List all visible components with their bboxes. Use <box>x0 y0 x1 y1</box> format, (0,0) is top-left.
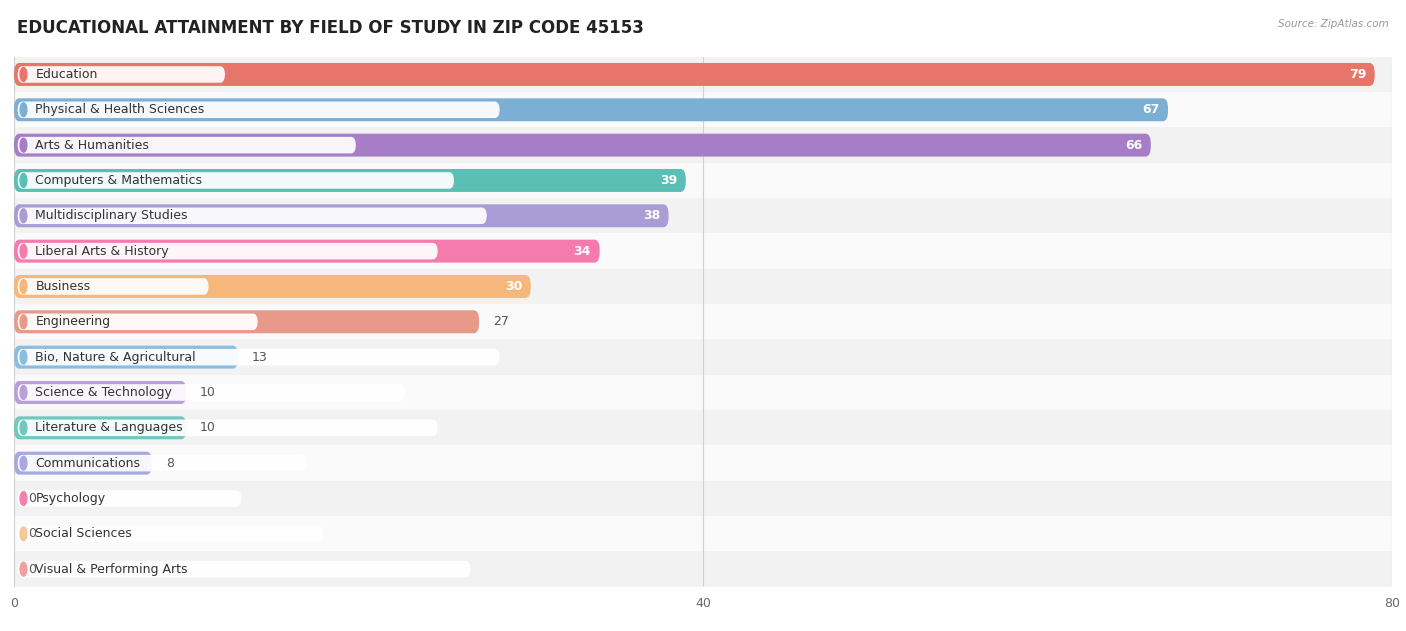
Text: 79: 79 <box>1348 68 1367 81</box>
Text: 34: 34 <box>574 245 591 257</box>
FancyBboxPatch shape <box>14 416 186 439</box>
FancyBboxPatch shape <box>14 275 531 298</box>
Text: 0: 0 <box>28 563 35 575</box>
Text: Social Sciences: Social Sciences <box>35 528 132 540</box>
Circle shape <box>20 492 27 505</box>
Bar <box>14 304 1392 339</box>
FancyBboxPatch shape <box>14 63 1375 86</box>
Text: 39: 39 <box>659 174 678 187</box>
Text: 0: 0 <box>28 528 35 540</box>
Text: 8: 8 <box>166 457 173 469</box>
Bar <box>14 516 1392 551</box>
FancyBboxPatch shape <box>14 134 1152 156</box>
Bar <box>14 127 1392 163</box>
Text: Liberal Arts & History: Liberal Arts & History <box>35 245 169 257</box>
Circle shape <box>20 350 27 364</box>
FancyBboxPatch shape <box>14 346 238 369</box>
FancyBboxPatch shape <box>17 384 405 401</box>
FancyBboxPatch shape <box>17 102 499 118</box>
Bar <box>14 375 1392 410</box>
Text: Physical & Health Sciences: Physical & Health Sciences <box>35 103 205 116</box>
Text: 67: 67 <box>1142 103 1160 116</box>
Text: Arts & Humanities: Arts & Humanities <box>35 139 149 151</box>
Text: 0: 0 <box>28 492 35 505</box>
Circle shape <box>20 209 27 223</box>
FancyBboxPatch shape <box>17 243 437 259</box>
Text: Business: Business <box>35 280 90 293</box>
Circle shape <box>20 174 27 187</box>
Circle shape <box>20 456 27 470</box>
FancyBboxPatch shape <box>17 137 356 153</box>
Text: Computers & Mathematics: Computers & Mathematics <box>35 174 202 187</box>
FancyBboxPatch shape <box>17 561 471 577</box>
FancyBboxPatch shape <box>14 204 669 227</box>
Bar <box>14 410 1392 445</box>
Circle shape <box>20 244 27 258</box>
FancyBboxPatch shape <box>14 381 186 404</box>
Bar <box>14 269 1392 304</box>
Text: Science & Technology: Science & Technology <box>35 386 173 399</box>
Circle shape <box>20 315 27 329</box>
Bar <box>14 198 1392 233</box>
Circle shape <box>20 138 27 152</box>
Text: Bio, Nature & Agricultural: Bio, Nature & Agricultural <box>35 351 195 363</box>
Text: 27: 27 <box>494 316 509 328</box>
Bar <box>14 445 1392 481</box>
Text: 10: 10 <box>200 386 217 399</box>
Text: EDUCATIONAL ATTAINMENT BY FIELD OF STUDY IN ZIP CODE 45153: EDUCATIONAL ATTAINMENT BY FIELD OF STUDY… <box>17 19 644 37</box>
Text: 10: 10 <box>200 422 217 434</box>
FancyBboxPatch shape <box>14 98 1168 121</box>
FancyBboxPatch shape <box>17 526 323 542</box>
Bar <box>14 481 1392 516</box>
Circle shape <box>20 280 27 293</box>
Circle shape <box>20 68 27 81</box>
Bar <box>14 551 1392 587</box>
Text: 38: 38 <box>643 209 659 222</box>
Bar <box>14 233 1392 269</box>
Text: Engineering: Engineering <box>35 316 111 328</box>
Text: 13: 13 <box>252 351 267 363</box>
FancyBboxPatch shape <box>17 314 257 330</box>
Text: Multidisciplinary Studies: Multidisciplinary Studies <box>35 209 188 222</box>
Circle shape <box>20 527 27 541</box>
Bar <box>14 92 1392 127</box>
Circle shape <box>20 386 27 399</box>
Bar <box>14 339 1392 375</box>
Text: 30: 30 <box>505 280 522 293</box>
FancyBboxPatch shape <box>17 490 242 507</box>
FancyBboxPatch shape <box>14 310 479 333</box>
Bar <box>14 57 1392 92</box>
FancyBboxPatch shape <box>17 420 437 436</box>
Circle shape <box>20 103 27 117</box>
Text: Psychology: Psychology <box>35 492 105 505</box>
FancyBboxPatch shape <box>17 349 499 365</box>
Bar <box>14 163 1392 198</box>
FancyBboxPatch shape <box>17 455 307 471</box>
FancyBboxPatch shape <box>17 208 486 224</box>
Circle shape <box>20 562 27 576</box>
FancyBboxPatch shape <box>14 240 599 262</box>
Text: Communications: Communications <box>35 457 141 469</box>
FancyBboxPatch shape <box>14 169 686 192</box>
Text: Literature & Languages: Literature & Languages <box>35 422 183 434</box>
FancyBboxPatch shape <box>17 172 454 189</box>
Text: Education: Education <box>35 68 98 81</box>
FancyBboxPatch shape <box>17 278 208 295</box>
Text: 66: 66 <box>1125 139 1142 151</box>
FancyBboxPatch shape <box>14 452 152 475</box>
FancyBboxPatch shape <box>17 66 225 83</box>
Text: Visual & Performing Arts: Visual & Performing Arts <box>35 563 188 575</box>
Text: Source: ZipAtlas.com: Source: ZipAtlas.com <box>1278 19 1389 29</box>
Circle shape <box>20 421 27 435</box>
